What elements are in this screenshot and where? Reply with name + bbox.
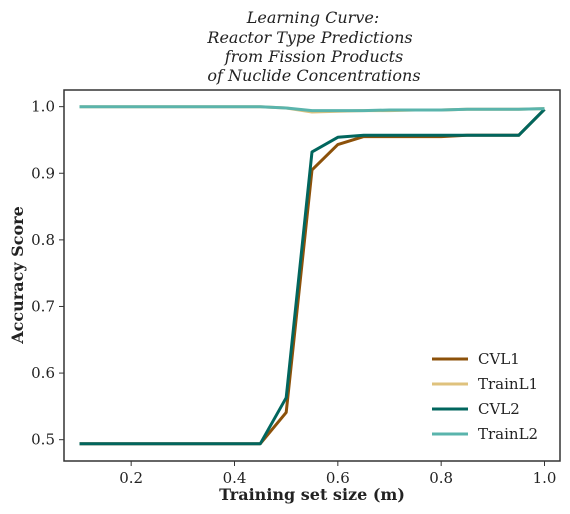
series-layer [79, 105, 546, 446]
series-line-cvl2 [79, 108, 546, 446]
y-tick-label: 1.0 [31, 98, 55, 116]
legend-label-cvl1: CVL1 [478, 350, 520, 368]
y-tick-label: 0.7 [31, 297, 55, 315]
chart-title: Learning Curve: Reactor Type Predictions… [206, 8, 420, 85]
chart-title-line-2: Reactor Type Predictions [206, 28, 412, 47]
x-tick-label: 0.8 [429, 469, 453, 487]
y-tick-label: 0.9 [31, 164, 55, 182]
legend-label-trainl2: TrainL2 [478, 425, 538, 443]
legend: CVL1 TrainL1 CVL2 TrainL2 [432, 350, 538, 443]
y-axis-label: Accuracy Score [8, 206, 27, 345]
x-tick-label: 0.4 [223, 469, 247, 487]
chart-title-line-1: Learning Curve: [246, 8, 379, 27]
y-tick-label: 0.8 [31, 231, 55, 249]
chart-title-line-3: from Fission Products [224, 47, 403, 66]
x-tick-label: 0.2 [119, 469, 143, 487]
legend-label-trainl1: TrainL1 [478, 375, 538, 393]
chart-title-line-4: of Nuclide Concentrations [207, 66, 420, 85]
legend-label-cvl2: CVL2 [478, 400, 520, 418]
y-tick-label: 0.6 [31, 364, 55, 382]
y-axis-ticks: 0.5 0.6 0.7 0.8 0.9 1.0 [31, 98, 64, 449]
x-axis-ticks: 0.2 0.4 0.6 0.8 1.0 [119, 461, 556, 487]
x-tick-label: 0.6 [326, 469, 350, 487]
x-axis-label: Training set size (m) [219, 485, 405, 504]
y-tick-label: 0.5 [31, 431, 55, 449]
series-line-trainl2 [79, 105, 545, 113]
x-tick-label: 1.0 [533, 469, 557, 487]
